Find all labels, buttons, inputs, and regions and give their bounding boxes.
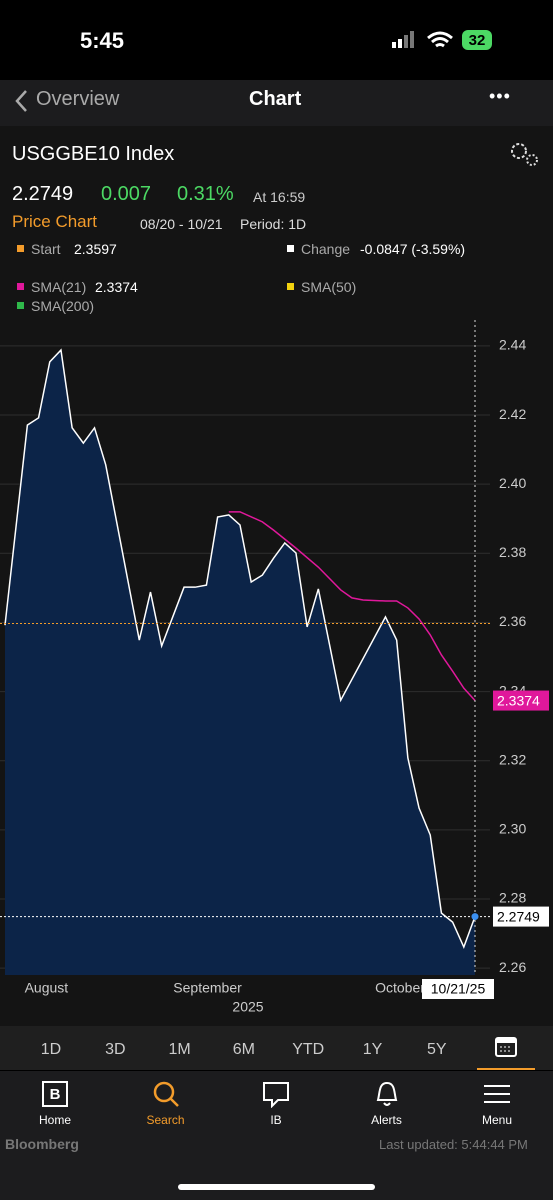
change-swatch [287, 245, 294, 252]
period-button[interactable]: 1Y [362, 1041, 383, 1058]
y-tick-label: 2.36 [499, 613, 526, 629]
period-bar: 1D 3D 1M 6M YTD 1Y 5Y [0, 1026, 553, 1070]
net-change: 0.007 [101, 183, 152, 205]
price-badge [493, 906, 549, 927]
tab-icon[interactable] [152, 1080, 180, 1113]
calendar-button[interactable] [477, 1026, 535, 1070]
svg-text:B: B [50, 1086, 61, 1103]
sma200-swatch [17, 302, 24, 309]
tab-bar: B Home Search IB Alerts Menu [0, 1071, 553, 1200]
battery-level: 32 [469, 32, 486, 49]
tab-icon-graphic [153, 1081, 179, 1107]
y-tick-label: 2.26 [499, 959, 526, 975]
security-name: USGGBE10 Index [12, 143, 175, 165]
chart: 2.262.282.302.322.342.362.382.402.422.44… [0, 320, 549, 1015]
tab-icon[interactable] [483, 1080, 511, 1113]
tab-label[interactable]: Search [146, 1113, 185, 1127]
cursor-date-box [422, 979, 494, 999]
price-badge-label: 2.2749 [497, 908, 540, 924]
y-tick-label: 2.44 [499, 337, 526, 353]
tab-icon[interactable]: B [41, 1080, 69, 1113]
more-button[interactable]: ••• [489, 86, 511, 106]
tab-label[interactable]: Menu [481, 1113, 513, 1127]
home-indicator [178, 1184, 375, 1190]
period-button[interactable]: 3D [105, 1041, 126, 1058]
last-updated: Last updated: 5:44:44 PM [379, 1137, 528, 1152]
tab-label[interactable]: Alerts [371, 1113, 402, 1127]
y-tick-label: 2.40 [499, 475, 526, 491]
back-button[interactable]: Overview [36, 88, 120, 110]
sma50-label: SMA(50) [301, 279, 357, 295]
y-tick-label: 2.32 [499, 751, 526, 767]
tab-label[interactable]: Home [38, 1113, 71, 1127]
tab-icon[interactable] [262, 1080, 290, 1113]
period-button[interactable]: 1M [168, 1041, 191, 1058]
year-label: 2025 [232, 999, 263, 1015]
change-label: Change [301, 241, 351, 257]
last-point [471, 913, 479, 921]
period-button[interactable]: 6M [232, 1041, 255, 1058]
tab-icon-graphic [484, 1085, 510, 1103]
nav-title: Chart [249, 88, 302, 110]
period-button[interactable]: 1D [40, 1041, 62, 1058]
status-icons: 32 [392, 30, 492, 50]
y-tick-label: 2.30 [499, 821, 526, 837]
pct-change: 0.31% [177, 183, 234, 205]
tab-label[interactable]: IB [270, 1113, 282, 1127]
sma-line [228, 511, 476, 702]
quote-time: At 16:59 [253, 189, 306, 205]
tab-icon-graphic [376, 1081, 397, 1106]
price-area [5, 350, 475, 975]
period-button[interactable]: YTD [292, 1041, 325, 1058]
start-swatch [17, 245, 24, 252]
cursor-date: 10/21/25 [431, 981, 486, 997]
sma200-label: SMA(200) [31, 298, 95, 314]
sma21-label: SMA(21) [31, 279, 87, 295]
tab-icon-graphic: B [42, 1081, 68, 1107]
date-range: 08/20 - 10/21 [140, 216, 223, 232]
y-tick-label: 2.42 [499, 406, 526, 422]
start-value: 2.3597 [74, 241, 117, 257]
price-chart-label: Price Chart [12, 212, 98, 231]
settings-icon[interactable] [508, 140, 540, 168]
tab-icon-graphic [263, 1082, 289, 1109]
sma-badge [493, 690, 549, 711]
period: Period: 1D [240, 216, 307, 232]
brand: Bloomberg [5, 1136, 79, 1152]
start-label: Start [31, 241, 61, 257]
y-tick-label: 2.38 [499, 544, 526, 560]
sma21-value: 2.3374 [95, 279, 138, 295]
clock: 5:45 [80, 28, 125, 53]
sma-badge-label: 2.3374 [497, 692, 540, 708]
sma21-swatch [17, 283, 24, 290]
tab-icon[interactable] [373, 1080, 401, 1113]
x-tick-label: September [173, 980, 242, 996]
back-icon[interactable] [14, 88, 30, 114]
change-value: -0.0847 (-3.59%) [360, 241, 466, 257]
status-bar [0, 0, 553, 80]
nav-bar [0, 80, 553, 126]
period-button[interactable]: 5Y [427, 1041, 447, 1058]
x-tick-label: August [25, 980, 69, 996]
y-tick-label: 2.28 [499, 890, 526, 906]
price-line [4, 348, 476, 949]
last-price: 2.2749 [12, 183, 74, 205]
sma50-swatch [287, 283, 294, 290]
x-tick-label: October [375, 980, 425, 996]
calendar-icon [495, 1037, 517, 1057]
